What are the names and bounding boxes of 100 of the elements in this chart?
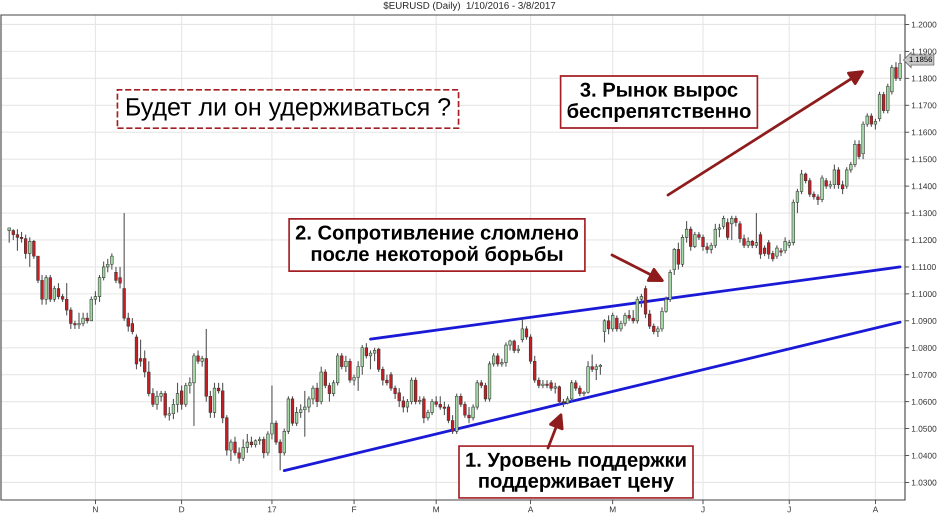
candlestick <box>118 266 122 290</box>
candlestick <box>775 244 779 260</box>
y-tick-label: 1.0700 <box>912 372 936 378</box>
candlestick <box>184 382 188 408</box>
candlestick <box>496 352 500 368</box>
candlestick <box>832 164 836 190</box>
y-tick-label: 1.1000 <box>912 291 936 297</box>
x-tick-label: J <box>787 506 791 512</box>
candlestick <box>348 358 352 384</box>
chart-title: $EURUSD (Daily) 1/10/2016 - 3/8/2017 <box>383 2 556 11</box>
candlestick <box>81 312 85 327</box>
annotation: 3. Рынок вырос беспрепятственно <box>568 82 751 122</box>
candlestick <box>820 174 824 203</box>
candlestick <box>874 118 878 130</box>
candlestick <box>410 376 414 405</box>
candlestick <box>48 274 52 303</box>
candlestick <box>77 312 81 330</box>
candlestick <box>512 339 516 354</box>
candlestick <box>110 252 114 270</box>
candlestick <box>311 384 315 405</box>
annotation: Будет ли он удерживаться ? <box>126 98 450 121</box>
annotation: 2. Сопротивление сломлено после некоторой борьбы <box>296 225 578 266</box>
candlestick <box>28 236 32 268</box>
y-tick-label: 1.1500 <box>912 156 936 162</box>
candlestick <box>734 215 738 228</box>
candlestick <box>114 266 118 284</box>
y-tick-label: 1.1900 <box>912 48 936 54</box>
candlestick <box>870 112 873 128</box>
candlestick <box>180 384 184 410</box>
y-tick-label: 1.0800 <box>912 344 936 351</box>
y-tick-label: 1.0500 <box>912 426 936 432</box>
y-tick-label: 1.0900 <box>912 318 936 324</box>
candlestick <box>594 363 598 381</box>
candlestick <box>746 236 750 249</box>
candlestick <box>422 396 426 424</box>
y-tick-label: 1.0300 <box>912 480 936 486</box>
candlestick <box>155 390 159 410</box>
candlestick <box>783 236 787 254</box>
candlestick <box>611 312 614 332</box>
candlestick <box>12 228 15 241</box>
candlestick <box>430 398 434 416</box>
candlestick <box>44 274 48 306</box>
candlestick <box>693 231 696 249</box>
y-tick-label: 1.1600 <box>912 129 936 136</box>
y-tick-label: 1.0400 <box>912 452 936 459</box>
candlestick <box>303 390 306 438</box>
candlestick <box>164 390 167 418</box>
candlestick <box>56 282 60 300</box>
candlestick <box>520 318 524 343</box>
candlestick <box>701 234 705 252</box>
candlestick <box>398 388 401 408</box>
candlestick <box>389 371 393 392</box>
x-tick-label: F <box>352 506 356 512</box>
x-tick-label: A <box>528 506 534 512</box>
candlestick <box>767 239 770 260</box>
y-tick-label: 1.1200 <box>912 237 936 244</box>
candlestick <box>504 342 508 368</box>
candlestick <box>808 177 812 198</box>
y-tick-label: 1.2000 <box>912 22 936 28</box>
candlestick <box>726 218 730 241</box>
candlestick <box>516 344 520 354</box>
x-tick-label: N <box>93 506 98 512</box>
y-tick-label: 1.1800 <box>912 76 936 82</box>
candlestick <box>176 382 180 413</box>
x-tick-label: D <box>179 506 184 512</box>
candlestick <box>758 231 762 260</box>
x-tick-label: 17 <box>268 506 276 512</box>
y-tick-label: 1.1700 <box>912 102 936 108</box>
candlestick <box>636 296 639 324</box>
x-tick-label: M <box>433 506 439 512</box>
y-tick-label: 1.0600 <box>912 398 936 405</box>
y-tick-label: 1.1300 <box>912 210 936 216</box>
candlestick <box>845 166 848 190</box>
candlestick <box>836 166 840 190</box>
candlestick <box>606 314 610 335</box>
x-tick-label: M <box>610 506 616 512</box>
annotation: 1. Уровень поддержки поддерживает цену <box>466 452 686 492</box>
candlestick <box>90 296 93 322</box>
candlestick <box>250 436 254 448</box>
candlestick <box>549 380 553 392</box>
candlestick <box>233 436 237 456</box>
candlestick <box>615 314 618 332</box>
candlestick <box>730 215 734 241</box>
y-tick-label: 1.1400 <box>912 183 936 190</box>
x-tick-label: J <box>701 506 704 512</box>
candlestick <box>602 318 606 343</box>
candlestick <box>570 380 574 402</box>
candlestick <box>898 54 902 82</box>
candlestick <box>558 384 561 405</box>
candlestick <box>242 438 245 462</box>
candlestick <box>8 227 11 244</box>
candlestick <box>16 228 20 252</box>
y-tick-label: 1.1100 <box>912 264 936 270</box>
candlestick <box>414 376 418 405</box>
candlestick <box>627 309 631 322</box>
candlestick <box>438 396 442 410</box>
candlestick <box>689 226 692 252</box>
x-tick-label: A <box>872 506 878 512</box>
candlestick <box>738 220 742 244</box>
candlestick <box>262 436 266 459</box>
